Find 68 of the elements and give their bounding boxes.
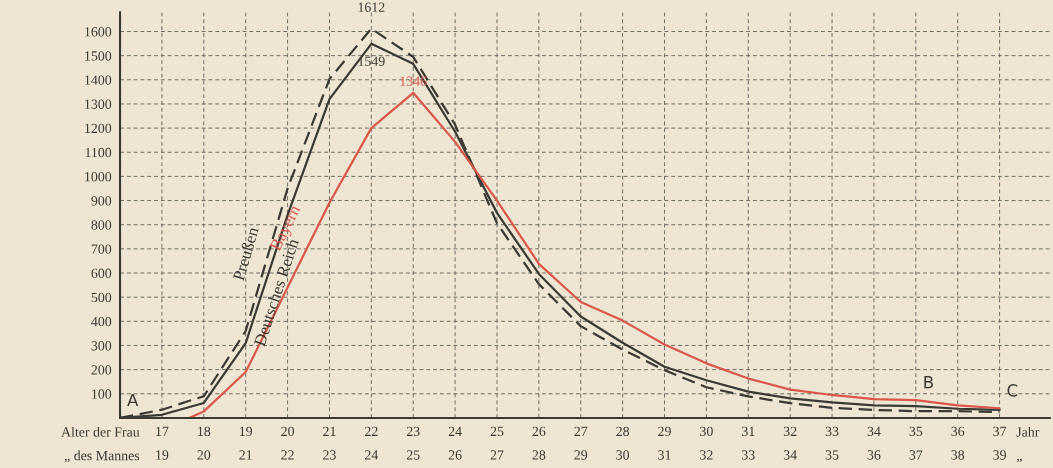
x2-tick-label: 23	[323, 450, 336, 460]
x-tick-label: 37	[993, 426, 1007, 437]
x2-tick-label: 37	[909, 450, 923, 460]
x-tick-label: 25	[490, 426, 504, 437]
x-tick-label: 19	[239, 426, 253, 437]
annotation: C	[1007, 384, 1018, 397]
y-tick-label: 300	[91, 341, 112, 351]
x-tick-label: 36	[951, 426, 965, 437]
x2-tick-label: 31	[658, 450, 671, 460]
annotation: B	[924, 376, 934, 389]
y-tick-label: 800	[91, 220, 112, 230]
x-tick-label: 34	[867, 426, 881, 437]
x-tick-label: 23	[406, 426, 420, 437]
x2-tick-label: 26	[448, 450, 462, 460]
x2-tick-label: 32	[700, 450, 713, 460]
y-tick-label: 1200	[85, 123, 112, 134]
x-tick-label: 17	[156, 426, 169, 436]
y-tick-label: 500	[91, 292, 112, 303]
x-tick-label: 28	[616, 426, 630, 437]
x-tick-label: 22	[365, 426, 378, 436]
x-tick-label: 20	[281, 426, 294, 437]
x2-tick-label: 22	[281, 450, 294, 460]
x-tick-label: 31	[742, 426, 755, 437]
y-tick-label: 700	[91, 244, 112, 254]
line-series	[188, 91, 1001, 418]
y-tick-label: 200	[91, 365, 112, 375]
x2-tick-label: 20	[197, 450, 211, 460]
x2-tick-label: 38	[951, 450, 965, 460]
x2-tick-label: 25	[406, 450, 420, 460]
y-tick-label: 1600	[85, 27, 112, 37]
y-tick-label: 400	[91, 316, 112, 327]
x-tick-label: 26	[532, 426, 546, 437]
x-tick-label: 30	[700, 426, 713, 437]
x2-tick-label: 19	[156, 450, 169, 460]
y-tick-label: 1100	[85, 147, 112, 158]
text: Jahr	[1016, 426, 1040, 437]
y-tick-label: 1300	[85, 99, 112, 109]
x-tick-label: 29	[658, 426, 671, 437]
x2-tick-label: 39	[993, 450, 1006, 460]
y-tick-label: 1500	[85, 51, 112, 61]
x2-tick-label: 36	[867, 450, 881, 460]
x-tick-label: 35	[909, 426, 923, 437]
y-tick-label: 1000	[85, 171, 112, 182]
x-tick-label: 27	[574, 426, 588, 436]
text: „	[1016, 458, 1022, 463]
x-tick-label: 32	[783, 426, 797, 437]
x2-tick-label: 24	[365, 450, 379, 460]
x2-tick-label: 30	[616, 450, 630, 460]
x2-tick-label: 21	[239, 450, 252, 460]
x2-tick-label: 34	[783, 450, 797, 460]
x-tick-label: 21	[323, 426, 336, 436]
text: Alter der Frau	[61, 426, 140, 437]
x-tick-label: 33	[825, 426, 839, 437]
text: Preußen	[232, 226, 259, 282]
text: „ des Mannes	[64, 450, 140, 463]
x2-tick-label: 35	[825, 450, 839, 460]
x2-tick-label: 27	[490, 450, 504, 460]
annotation: 1612	[358, 2, 385, 12]
y-tick-label: 100	[92, 389, 112, 399]
y-tick-label: 900	[91, 196, 112, 206]
x2-tick-label: 29	[574, 450, 588, 460]
y-tick-label: 600	[91, 268, 112, 278]
x-tick-label: 18	[198, 426, 211, 437]
y-tick-label: 1400	[85, 75, 112, 85]
annotation: A	[127, 393, 139, 407]
x2-tick-label: 33	[742, 450, 755, 460]
x2-tick-label: 28	[532, 450, 546, 460]
x-tick-label: 24	[448, 426, 462, 436]
